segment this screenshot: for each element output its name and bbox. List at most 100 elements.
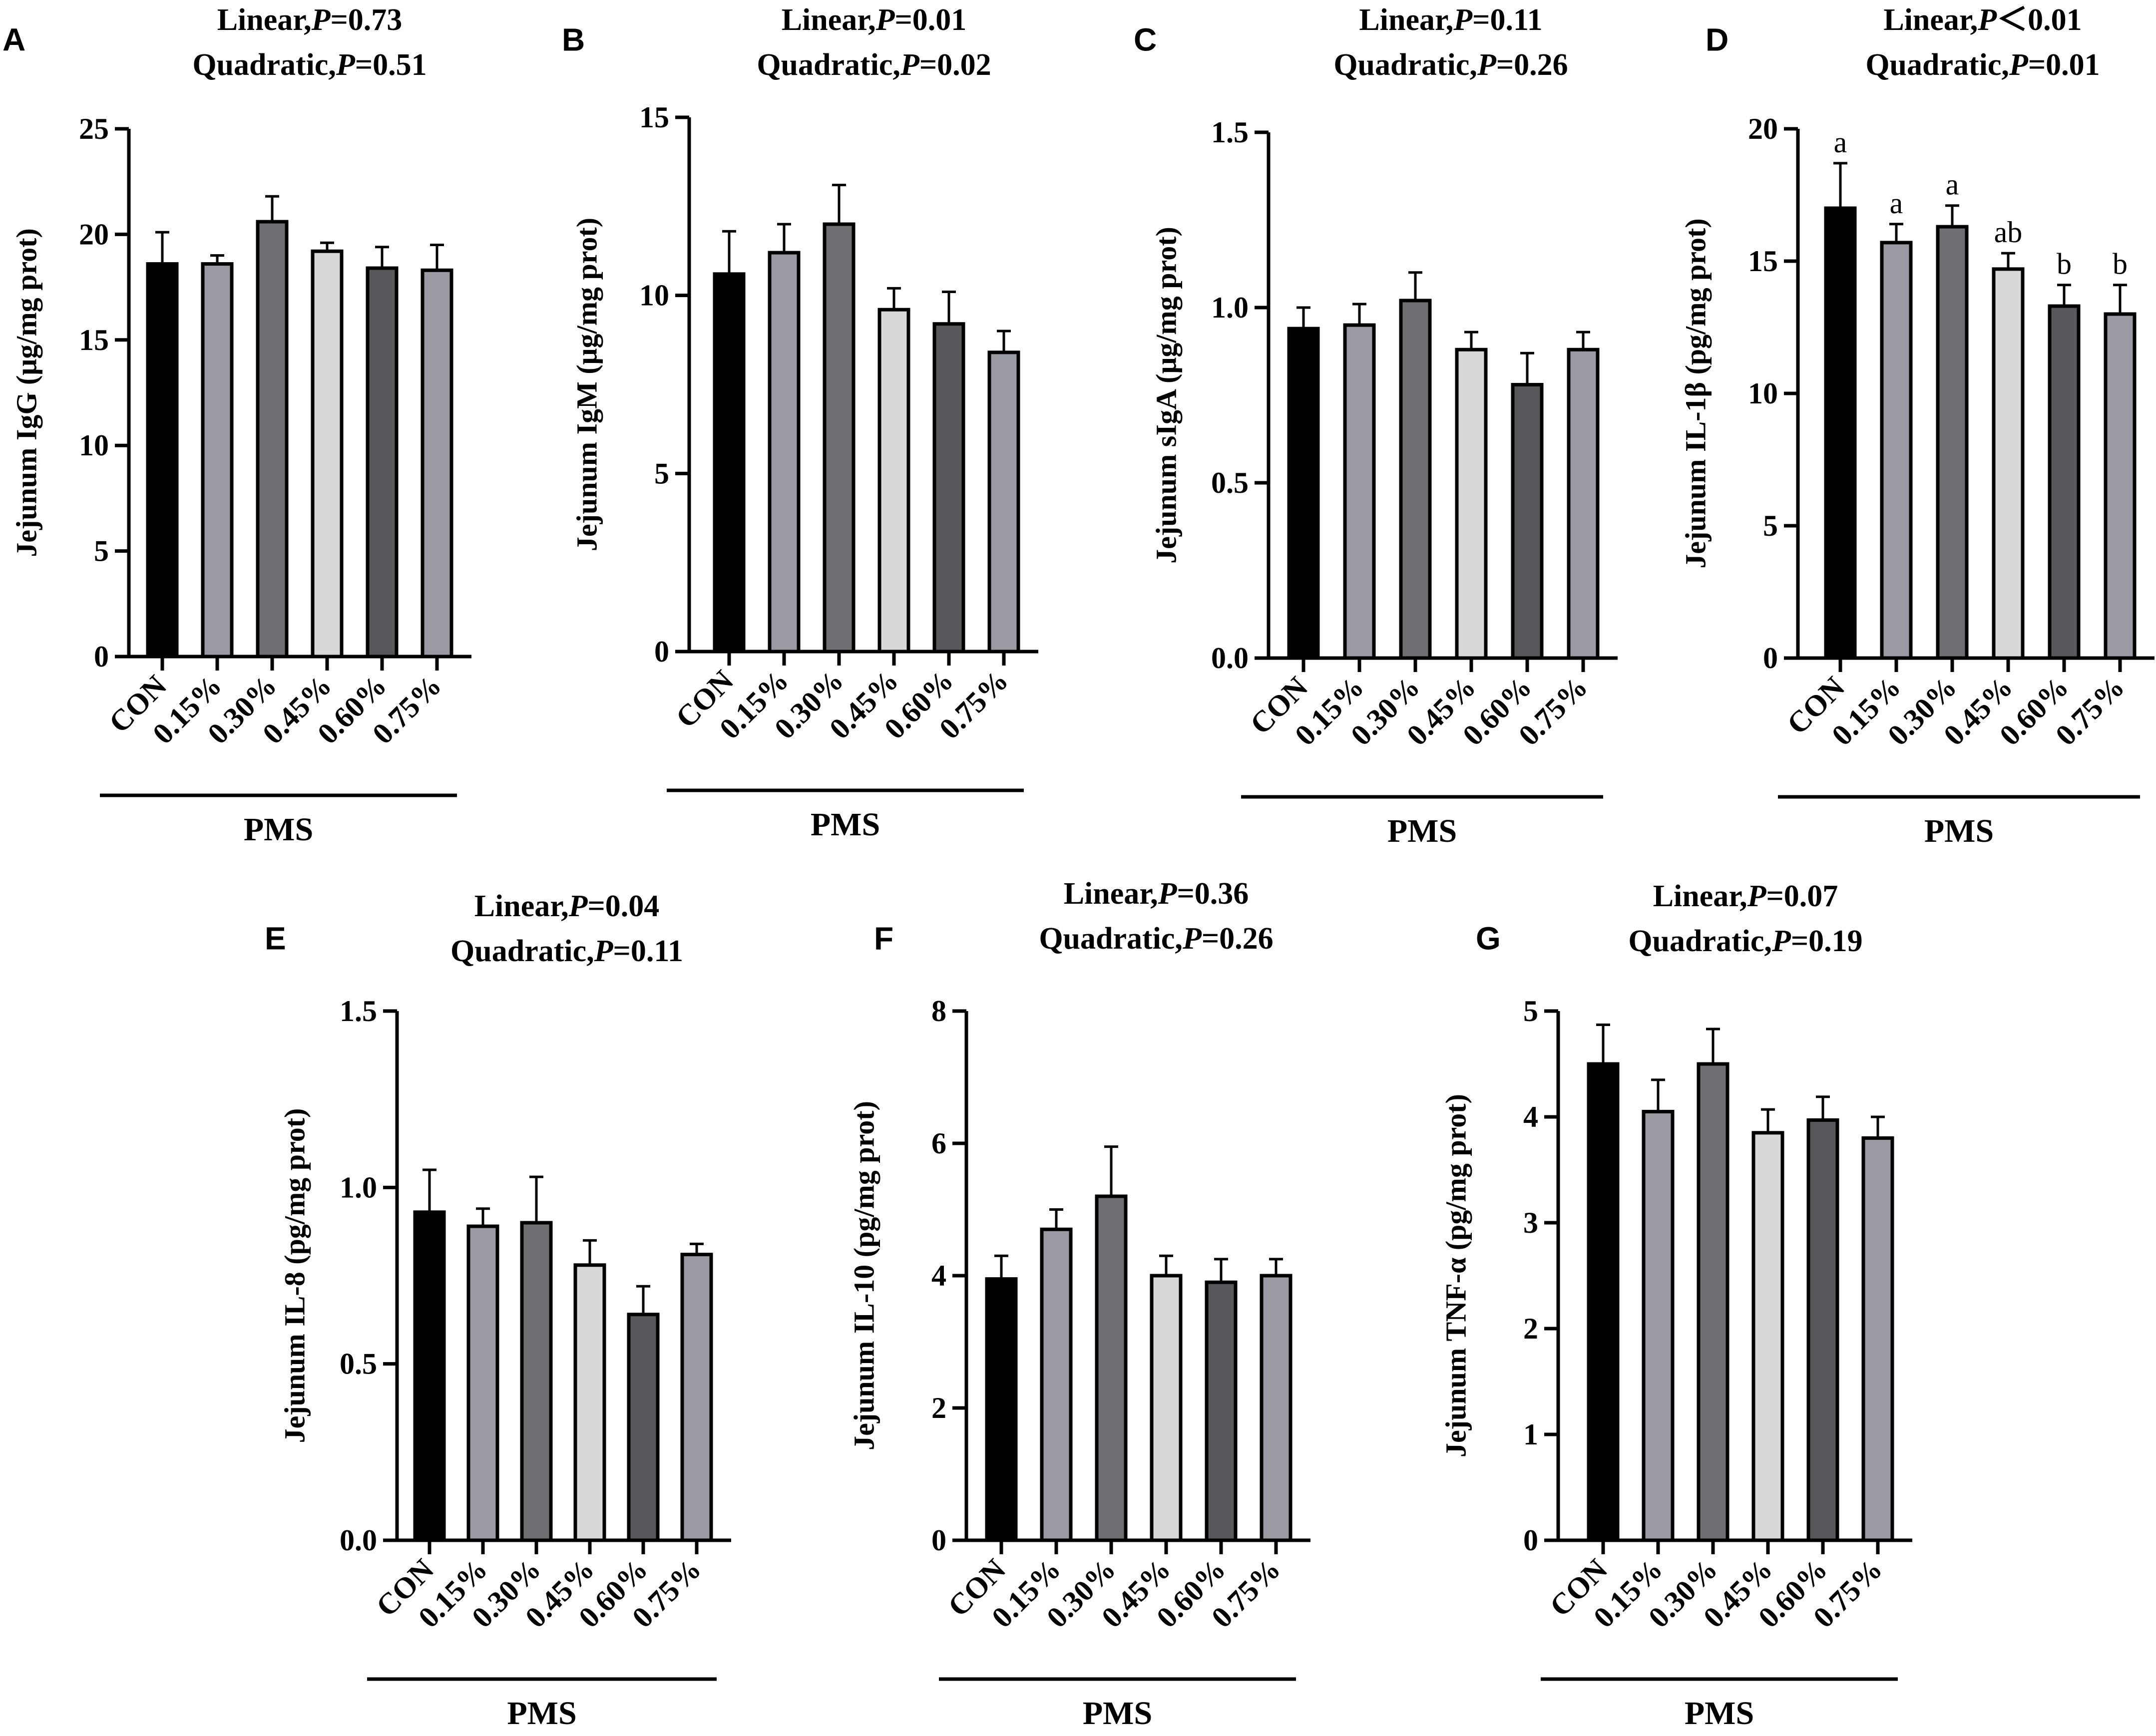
bar-0.30%	[520, 1221, 553, 1542]
y-tick-label: 6	[931, 1127, 946, 1160]
significance-letter: a	[1890, 187, 1903, 220]
group-label: PMS	[1387, 813, 1457, 849]
bar-CON	[985, 1277, 1018, 1542]
y-tick-label: 5	[654, 457, 669, 490]
y-tick-label: 1.5	[340, 995, 377, 1028]
bar-0.75%	[987, 350, 1020, 654]
y-axis-label: Jejunum IgG (μg/mg prot)	[10, 228, 43, 557]
bar-CON	[1824, 206, 1857, 660]
significance-letter: a	[1834, 126, 1847, 159]
y-tick-label: 5	[1523, 995, 1538, 1028]
bar-0.75%	[680, 1253, 713, 1542]
bar-0.15%	[201, 262, 234, 659]
panel-letter: G	[1476, 920, 1501, 956]
y-tick-label: 1	[1523, 1418, 1538, 1451]
bar-0.75%	[2104, 312, 2137, 660]
y-tick-label: 0.5	[340, 1348, 377, 1381]
y-axis-label: Jejunum sIgA (μg/mg prot)	[1150, 227, 1183, 564]
bar-0.15%	[466, 1224, 499, 1542]
panel-letter: B	[562, 21, 585, 57]
y-tick-label: 0	[654, 635, 669, 668]
bar-0.60%	[932, 322, 965, 654]
y-axis-label: Jejunum IL-1β (pg/mg prot)	[1680, 218, 1712, 568]
significance-letter: b	[2057, 248, 2072, 281]
chart-panel-a: A Linear,P=0.73 Quadratic,P=0.51 0 5 10 15 20 25…	[2, 3, 471, 848]
y-tick-label: 0.0	[1211, 642, 1249, 675]
group-label: PMS	[244, 811, 313, 848]
chart-title-quadratic: Quadratic,P=0.26	[1333, 48, 1568, 82]
group-label: PMS	[811, 806, 880, 843]
bar-CON	[413, 1210, 446, 1542]
bar-0.30%	[256, 220, 289, 659]
chart-title-quadratic: Quadratic,P=0.26	[1039, 922, 1273, 956]
bar-0.75%	[1260, 1274, 1293, 1542]
panel-letter: A	[2, 21, 25, 57]
panel-letter: C	[1134, 21, 1157, 57]
bar-0.60%	[366, 266, 399, 659]
bar-0.45%	[1455, 347, 1488, 660]
bar-0.15%	[1040, 1227, 1073, 1542]
y-tick-label: 3	[1523, 1206, 1538, 1239]
group-label: PMS	[1083, 1695, 1152, 1732]
bar-0.15%	[1343, 323, 1376, 660]
bar-CON	[146, 262, 179, 659]
bar-0.30%	[1095, 1194, 1128, 1542]
bar-0.15%	[768, 251, 801, 654]
y-tick-label: 20	[1748, 112, 1778, 145]
y-tick-label: 20	[79, 218, 109, 251]
chart-panel-e: E Linear,P=0.04 Quadratic,P=0.11 0.0 0.5 1.0 1…	[265, 889, 731, 1732]
chart-title-linear: Linear,P=0.73	[217, 3, 403, 37]
chart-title-linear: Linear,P=0.04	[474, 889, 660, 923]
y-tick-label: 4	[1523, 1100, 1538, 1133]
panel-letter: E	[265, 920, 286, 956]
significance-letter: ab	[1994, 216, 2023, 249]
y-tick-label: 1.0	[340, 1171, 377, 1204]
chart-panel-f: F Linear,P=0.36 Quadratic,P=0.26 0 2 4 6 8 Jejun…	[848, 877, 1310, 1732]
chart-panel-b: B Linear,P=0.01 Quadratic,P=0.02 0 5 10 15 Jeju…	[562, 3, 1038, 843]
bar-0.60%	[627, 1313, 660, 1542]
significance-letter: a	[1946, 168, 1959, 201]
y-tick-label: 25	[79, 112, 109, 145]
chart-title-linear: Linear,P=0.07	[1653, 879, 1838, 913]
chart-title-quadratic: Quadratic,P=0.02	[757, 48, 991, 82]
chart-title-linear: Linear,P=0.01	[782, 3, 967, 37]
bar-0.45%	[1992, 267, 2025, 660]
bar-0.60%	[2048, 304, 2081, 660]
bar-0.30%	[823, 222, 856, 654]
bar-0.60%	[1511, 382, 1544, 660]
y-tick-label: 8	[931, 995, 946, 1028]
y-tick-label: 0	[1763, 642, 1778, 675]
bar-0.75%	[1861, 1136, 1894, 1542]
y-tick-label: 10	[639, 279, 669, 312]
y-axis-label: Jejunum IgM (μg/mg prot)	[571, 218, 603, 551]
y-tick-label: 1.5	[1211, 116, 1249, 149]
bar-0.45%	[877, 308, 910, 654]
y-axis-label: Jejunum IL-10 (pg/mg prot)	[848, 1101, 880, 1450]
y-axis-label: Jejunum IL-8 (pg/mg prot)	[279, 1108, 311, 1443]
panel-letter: D	[1706, 21, 1728, 57]
bar-0.30%	[1399, 299, 1432, 660]
y-tick-label: 0.5	[1211, 466, 1249, 499]
y-tick-label: 2	[1523, 1312, 1538, 1345]
y-tick-label: 0	[931, 1524, 946, 1557]
bar-0.30%	[1936, 225, 1969, 660]
bar-0.30%	[1697, 1062, 1729, 1542]
bar-0.60%	[1205, 1280, 1238, 1542]
chart-panel-c: C Linear,P=0.11 Quadratic,P=0.26 0.0 0.5 1.0 1…	[1134, 3, 1618, 849]
bar-0.45%	[1751, 1131, 1784, 1542]
y-tick-label: 10	[79, 429, 109, 462]
bar-0.45%	[573, 1263, 606, 1542]
y-tick-label: 0.0	[340, 1524, 377, 1557]
y-tick-label: 15	[1748, 245, 1778, 278]
bar-0.60%	[1806, 1118, 1839, 1542]
chart-title-quadratic: Quadratic,P=0.51	[192, 48, 427, 82]
significance-letter: b	[2113, 248, 2128, 281]
y-tick-label: 0	[1523, 1524, 1538, 1557]
y-tick-label: 5	[1763, 509, 1778, 542]
bar-0.75%	[421, 268, 453, 659]
y-axis-label: Jejunum TNF-α (pg/mg prot)	[1440, 1094, 1472, 1457]
y-tick-label: 10	[1748, 377, 1778, 410]
chart-title-linear: Linear,P＜0.01	[1883, 3, 2082, 37]
chart-title-quadratic: Quadratic,P=0.19	[1628, 924, 1862, 958]
